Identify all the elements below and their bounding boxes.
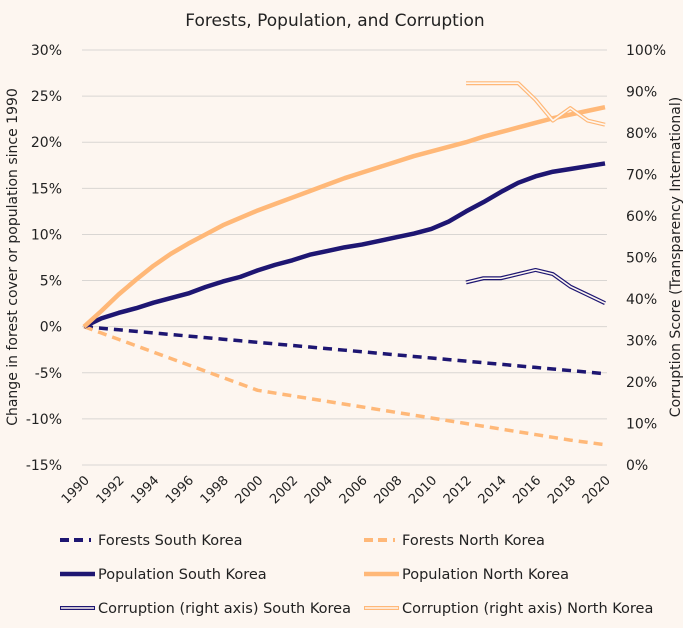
legend-label: Forests South Korea [98, 533, 243, 549]
y2-axis-label: Corruption Score (Transparency Internati… [668, 97, 683, 417]
corruption-right-axis-south-korealine-inner [465, 269, 606, 304]
x-tick-label: 2004 [302, 473, 336, 507]
legend-label: Corruption (right axis) North Korea [402, 601, 653, 617]
y-tick-label: -10% [26, 412, 62, 428]
y-tick-label: 20% [31, 135, 62, 151]
legend-item: Population South Korea [60, 567, 267, 583]
x-tick-label: 2012 [441, 473, 475, 507]
y2-tick-label: 100% [626, 43, 666, 59]
legend-item: Corruption (right axis) South Korea [60, 601, 351, 617]
legend-label: Forests North Korea [402, 533, 545, 549]
y-axis-label: Change in forest cover or population sin… [5, 88, 21, 426]
corruption-right-axis-north-korealine-inner [466, 82, 606, 126]
x-tick-label: 2002 [267, 473, 301, 507]
x-tick-label: 1996 [163, 473, 197, 507]
legend-label: Population South Korea [98, 567, 267, 583]
legend-item: Population North Korea [364, 567, 569, 583]
x-tick-label: 2010 [406, 473, 440, 507]
legend-item: Forests South Korea [60, 533, 243, 549]
x-tick-label: 2020 [580, 473, 614, 507]
forests-south-korealine [83, 324, 606, 376]
x-tick-label: 1990 [59, 473, 93, 507]
y-tick-label: 15% [31, 181, 62, 197]
x-tick-label: 2014 [476, 473, 510, 507]
legend-item: Forests North Korea [364, 533, 545, 549]
x-tick-label: 2006 [337, 473, 371, 507]
x-tick-label: 2008 [371, 473, 405, 507]
y2-tick-label: 40% [626, 292, 657, 308]
y2-tick-label: 20% [626, 375, 657, 391]
y2-tick-label: 80% [626, 126, 657, 142]
y2-tick-label: 0% [626, 458, 648, 474]
y2-tick-label: 60% [626, 209, 657, 225]
y-tick-label: 0% [40, 320, 62, 336]
legend-item: Corruption (right axis) North Korea [364, 601, 653, 617]
x-tick-label: 1994 [128, 473, 162, 507]
y2-tick-label: 50% [626, 251, 657, 267]
x-tick-label: 2018 [545, 473, 579, 507]
y-tick-label: 30% [31, 43, 62, 59]
forests-north-korealine [83, 325, 606, 447]
x-tick-label: 1992 [94, 473, 128, 507]
chart-title: Forests, Population, and Corruption [185, 11, 484, 31]
x-tick-label: 1998 [198, 473, 232, 507]
population-north-korealine [82, 104, 606, 329]
y2-tick-label: 70% [626, 168, 657, 184]
legend-label: Corruption (right axis) South Korea [98, 601, 351, 617]
y-tick-label: 25% [31, 89, 62, 105]
legend-label: Population North Korea [402, 567, 569, 583]
population-south-korealine [83, 161, 606, 329]
y-tick-label: 5% [40, 274, 62, 290]
y-tick-label: -5% [35, 366, 62, 382]
corruption-right-axis-south-korealine [465, 267, 606, 305]
y-tick-label: -15% [26, 458, 62, 474]
x-tick-label: 2000 [232, 473, 266, 507]
y2-tick-label: 90% [626, 85, 657, 101]
x-tick-label: 2016 [510, 473, 544, 507]
y2-tick-label: 30% [626, 334, 657, 350]
y2-tick-label: 10% [626, 417, 657, 433]
y-tick-label: 10% [31, 227, 62, 243]
